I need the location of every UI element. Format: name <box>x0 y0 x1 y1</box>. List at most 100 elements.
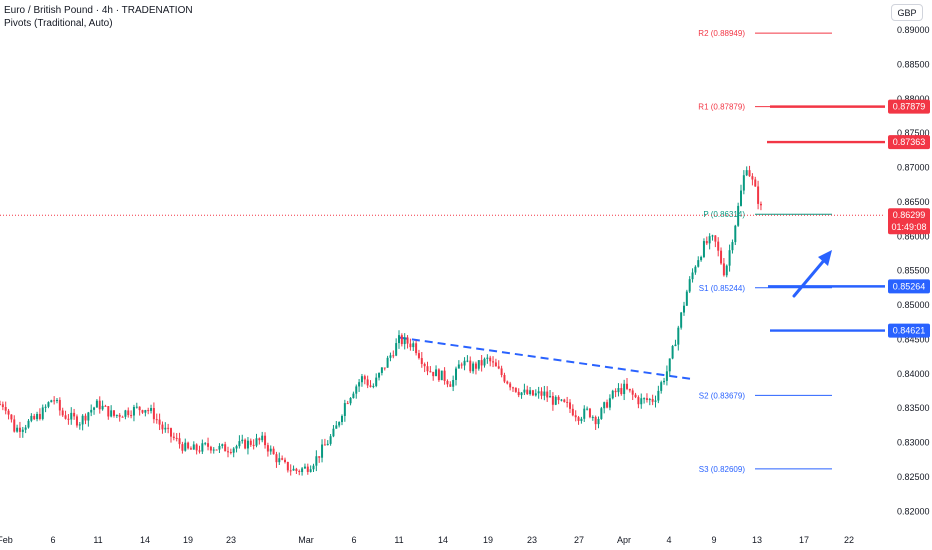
candle-body <box>531 390 534 396</box>
candle-body <box>623 383 626 395</box>
candle-body <box>591 416 594 418</box>
candle-body <box>563 399 566 402</box>
candle-body <box>460 364 463 366</box>
candle-body <box>249 440 252 445</box>
candle-body <box>113 410 115 416</box>
candle-body <box>437 369 440 381</box>
candle-body <box>372 385 375 387</box>
candle-body <box>509 383 512 388</box>
candle-body <box>75 416 78 426</box>
candle-body <box>668 358 671 372</box>
candle-body <box>389 355 392 358</box>
x-tick-label: 23 <box>226 535 236 545</box>
candle-body <box>665 371 668 381</box>
candle-body <box>209 446 212 451</box>
y-tick-label: 0.84000 <box>897 369 930 379</box>
price-tags: 0.87879 0.87363 0.86299 01:49:08 0.85264 0.84… <box>888 99 930 338</box>
candle-body <box>53 400 56 402</box>
candle-body <box>198 450 201 452</box>
candle-body <box>480 360 483 366</box>
candle-body <box>101 405 104 410</box>
indicator-label[interactable]: Pivots (Traditional, Auto) <box>4 18 113 29</box>
candle-body <box>329 436 332 444</box>
candle-body <box>21 429 24 432</box>
candle-body <box>135 406 138 408</box>
y-tick-label: 0.86000 <box>897 231 930 241</box>
candle-body <box>720 250 723 264</box>
candle-body <box>432 371 435 377</box>
candle-body <box>58 399 61 411</box>
candle-body <box>375 377 378 386</box>
price-tag-label: 0.86299 <box>893 210 926 220</box>
y-tick-label: 0.85500 <box>897 266 930 276</box>
candle-body <box>47 402 50 407</box>
candle-body <box>252 444 255 446</box>
price-tag-label: 0.87879 <box>893 102 926 112</box>
candle-body <box>281 458 284 460</box>
candle-body <box>172 436 175 438</box>
x-tick-label: 6 <box>351 535 356 545</box>
candle-body <box>606 402 609 408</box>
candle-body <box>343 403 346 416</box>
x-tick-label: 14 <box>438 535 448 545</box>
candle-body <box>640 398 643 405</box>
candle-body <box>754 179 757 187</box>
candle-body <box>648 399 651 401</box>
candle-body <box>227 451 229 453</box>
candle-body <box>435 369 438 377</box>
candle-body <box>554 396 557 405</box>
candle-body <box>155 419 158 421</box>
y-tick-label: 0.86500 <box>897 197 930 207</box>
candle-body <box>258 438 261 441</box>
candle-body <box>90 409 93 413</box>
candle-body <box>537 391 540 394</box>
candle-body <box>95 400 98 408</box>
candle-body <box>238 441 241 447</box>
candle-body <box>492 361 495 363</box>
candle-body <box>326 443 329 446</box>
candle-body <box>634 394 637 398</box>
candle-body <box>597 418 600 425</box>
candle-body <box>674 344 677 347</box>
candle-body <box>677 327 680 345</box>
candle-body <box>680 312 683 328</box>
candle-body <box>115 414 118 416</box>
trendline-layer <box>398 336 691 380</box>
candle-body <box>523 389 526 393</box>
candle-body <box>184 442 187 451</box>
candle-body <box>725 265 728 276</box>
candle-body <box>557 396 560 401</box>
x-tick-label: 14 <box>140 535 150 545</box>
candle-body <box>651 399 654 402</box>
candle-body <box>740 190 742 206</box>
price-tag-label: 0.84621 <box>893 326 926 336</box>
y-tick-label: 0.87500 <box>897 128 930 138</box>
candle-body <box>423 363 426 367</box>
candle-body <box>626 383 628 389</box>
currency-button[interactable]: GBP <box>891 4 923 21</box>
y-tick-label: 0.85000 <box>897 300 930 310</box>
candle-body <box>466 360 469 362</box>
candle-body <box>346 403 349 405</box>
candle-body <box>380 367 383 373</box>
candle-body <box>551 396 554 405</box>
candle-body <box>600 408 603 419</box>
candle-body <box>628 388 631 391</box>
candle-body <box>118 414 121 417</box>
candle-body <box>132 406 135 416</box>
candle-body <box>7 410 10 415</box>
candle-body <box>657 390 660 401</box>
candle-body <box>757 186 760 204</box>
candle-body <box>603 402 606 409</box>
candle-body <box>192 444 195 450</box>
candle-body <box>440 370 443 381</box>
candle-body <box>18 427 21 432</box>
candle-body <box>278 458 281 463</box>
candle-body <box>463 360 466 366</box>
candle-body <box>81 415 84 425</box>
x-tick-label: 4 <box>666 535 671 545</box>
price-axis: 0.89000 0.88500 0.88000 0.87500 0.87000 0.865… <box>897 25 930 516</box>
candle-body <box>16 427 19 432</box>
candle-body <box>643 398 646 400</box>
